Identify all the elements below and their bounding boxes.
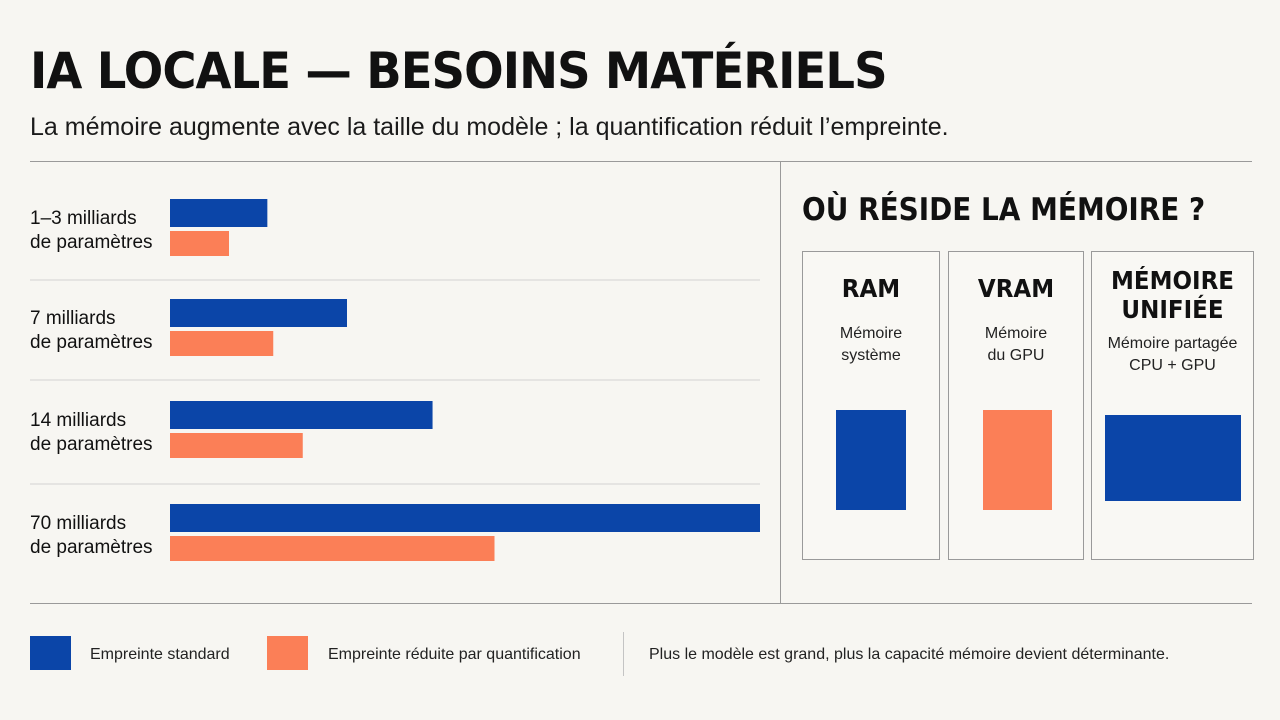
unified-memory-title: MÉMOIRE UNIFIÉE <box>1110 266 1235 324</box>
memory-bar-chart: 1–3 milliards de paramètres 7 milliards de … <box>30 199 760 561</box>
unified-memory-swatch <box>1105 415 1241 501</box>
bar-quantized <box>170 331 274 356</box>
legend-separator <box>623 632 624 676</box>
bar-quantized <box>170 231 229 256</box>
vram-swatch <box>983 410 1052 510</box>
vram-box: VRAM Mémoire du GPU <box>948 251 1084 560</box>
category-label: 14 milliards de paramètres <box>30 410 153 455</box>
bar-standard <box>170 199 268 227</box>
ram-box: RAM Mémoire système <box>802 251 940 560</box>
vram-description: Mémoire du GPU <box>984 325 1048 364</box>
legend-quantized-label: Empreinte réduite par quantification <box>328 646 581 663</box>
category-label: 7 milliards de paramètres <box>30 308 153 353</box>
legend-standard-label: Empreinte standard <box>90 646 230 663</box>
legend-quantized-swatch <box>267 636 308 670</box>
category-label: 1–3 milliards de paramètres <box>30 208 153 253</box>
footer-note: Plus le modèle est grand, plus la capaci… <box>649 646 1170 663</box>
ram-title: RAM <box>841 274 901 303</box>
bar-standard <box>170 299 347 327</box>
category-label: 70 milliards de paramètres <box>30 513 153 558</box>
bottom-divider <box>30 603 1252 604</box>
page-subtitle: La mémoire augmente avec la taille du mo… <box>30 113 949 141</box>
unified-memory-box: MÉMOIRE UNIFIÉE Mémoire partagée CPU + G… <box>1091 251 1254 560</box>
bar-quantized <box>170 433 303 458</box>
bar-standard <box>170 401 433 429</box>
legend-standard-swatch <box>30 636 71 670</box>
ram-swatch <box>836 410 906 510</box>
ram-description: Mémoire système <box>839 325 903 364</box>
panel-title: OÙ RÉSIDE LA MÉMOIRE ? <box>802 192 1206 228</box>
top-divider <box>30 161 1252 162</box>
vram-title: VRAM <box>977 274 1055 303</box>
bar-quantized <box>170 536 495 561</box>
vertical-divider <box>780 162 781 603</box>
unified-memory-description: Mémoire partagée CPU + GPU <box>1107 335 1238 374</box>
bar-standard <box>170 504 760 532</box>
page-title: IA LOCALE — BESOINS MATÉRIELS <box>30 42 888 100</box>
